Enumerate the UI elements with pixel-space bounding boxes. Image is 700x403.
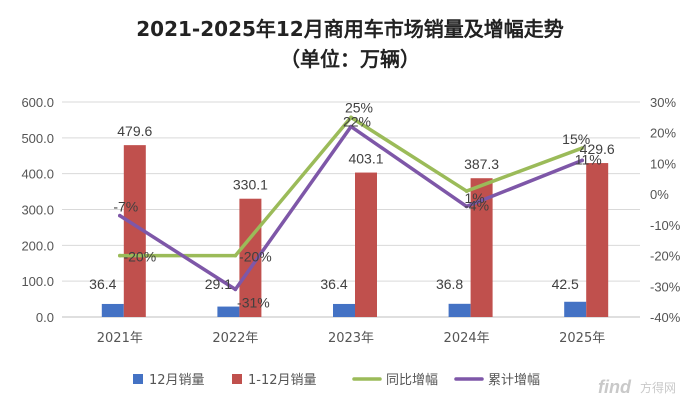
category-axis: 2021年 2022年 2023年 2024年 2025年 [97, 331, 605, 346]
legend-label: 同比增幅 [386, 373, 438, 388]
right-tick-label: -20% [650, 249, 681, 264]
series-point [233, 253, 238, 258]
bars [101, 145, 609, 317]
watermark-logo: find [598, 377, 632, 397]
series-point [580, 146, 584, 150]
right-axis: -40% -30% -20% -10% 0% 10% 20% 30% [650, 95, 681, 325]
bar-data-label: 479.6 [117, 123, 152, 139]
category-label: 2022年 [212, 331, 258, 346]
category-label: 2021年 [97, 331, 143, 346]
right-tick-label: 10% [650, 156, 676, 171]
bar [586, 163, 609, 317]
legend-label: 累计增幅 [488, 373, 540, 388]
left-tick-label: 200.0 [21, 238, 54, 253]
series-point [464, 189, 469, 193]
right-tick-label: -40% [650, 310, 681, 325]
left-tick-label: 600.0 [21, 95, 54, 110]
left-tick-label: 400.0 [21, 167, 54, 182]
bar [448, 303, 471, 317]
bar [355, 172, 377, 317]
line-data-label: 15% [562, 131, 590, 147]
left-tick-label: 100.0 [21, 274, 54, 289]
bar-data-label: 387.3 [464, 156, 499, 172]
watermark-site: 方得网 [640, 380, 676, 395]
category-label: 2024年 [444, 331, 490, 346]
left-tick-label: 300.0 [21, 203, 54, 218]
series-point [349, 124, 353, 129]
line-data-label: -4% [464, 197, 489, 213]
watermark: find 方得网 [598, 377, 676, 397]
series-point [580, 158, 584, 163]
line-data-label: -31% [237, 294, 270, 310]
right-tick-label: 30% [650, 95, 676, 110]
chart-subtitle: （单位：万辆） [280, 47, 420, 71]
bar [470, 178, 493, 317]
line-data-label: 1% [464, 190, 484, 206]
right-tick-label: -10% [650, 218, 681, 233]
bar-data-label: 429.6 [580, 141, 615, 157]
right-tick-label: 20% [650, 126, 676, 141]
bar-data-label: 36.8 [436, 276, 463, 292]
category-label: 2025年 [559, 331, 605, 346]
series-point [118, 213, 122, 218]
right-tick-label: 0% [650, 187, 669, 202]
bar-data-label: 36.4 [320, 276, 347, 292]
bar [564, 301, 587, 317]
bar [101, 303, 124, 317]
legend: 12月销量 1-12月销量 同比增幅 累计增幅 [133, 373, 540, 388]
line-data-label: 11% [575, 151, 602, 167]
bar [239, 198, 262, 317]
line-data-label: 25% [345, 99, 373, 115]
bar-data-label: 330.1 [233, 177, 268, 193]
series-point [349, 115, 353, 120]
bar-data-label: 36.4 [89, 276, 116, 292]
series-point [464, 204, 469, 209]
legend-label: 12月销量 [149, 373, 205, 388]
legend-swatch [232, 374, 242, 384]
legend-swatch [133, 374, 143, 384]
lines [118, 115, 584, 292]
left-tick-label: 0.0 [36, 310, 54, 325]
series-point [118, 253, 122, 258]
category-label: 2023年 [328, 331, 374, 346]
bar-data-label: 403.1 [348, 151, 383, 167]
line-data-label: -20% [239, 249, 272, 265]
grid-lines [62, 101, 640, 318]
right-tick-label: -30% [650, 279, 681, 294]
legend-label: 1-12月销量 [248, 373, 317, 388]
left-tick-label: 500.0 [21, 131, 54, 146]
series-point [233, 287, 238, 292]
line-data-label: 22% [343, 114, 371, 130]
bar [217, 306, 240, 317]
bar-data-label: 42.5 [552, 276, 579, 292]
bar [333, 303, 355, 317]
line-data-label: -7% [113, 199, 138, 215]
data-labels: 36.4 29.1 36.4 36.8 42.5 479.6 330.1 403.1 387.3… [89, 99, 615, 310]
bar-data-label: 29.1 [205, 276, 232, 292]
left-axis: 0.0 100.0 200.0 300.0 400.0 500.0 600.0 [21, 95, 54, 325]
bar [123, 145, 146, 317]
chart-title: 2021-2025年12月商用车市场销量及增幅走势 [136, 17, 563, 41]
line-data-label: -20% [123, 249, 156, 265]
